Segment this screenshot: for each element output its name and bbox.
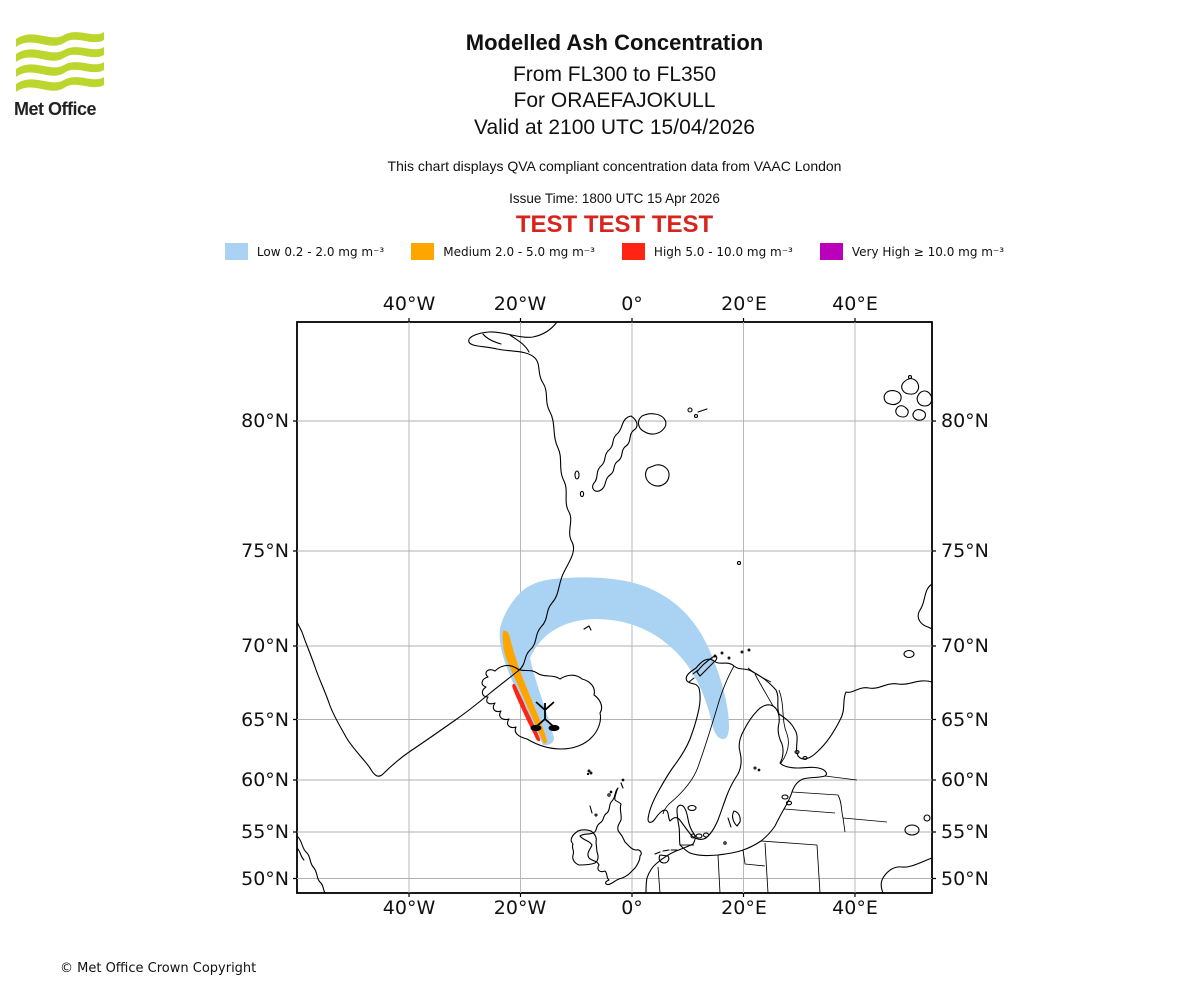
met-office-logo-waves: [16, 32, 104, 92]
lon-label-bot-40w: 40°W: [382, 897, 436, 919]
high-label: High 5.0 - 10.0 mg m⁻³: [653, 244, 793, 259]
lon-label-bot-20e: 20°E: [721, 897, 767, 919]
qva-note: This chart displays QVA compliant concen…: [387, 158, 842, 174]
coast-greenland-fjords: [482, 333, 530, 353]
test-banner: TEST TEST TEST: [515, 211, 714, 238]
coast-iceland: [481, 664, 603, 750]
lat-label-right-80n: 80°N: [941, 410, 989, 432]
lat-label-right-55n: 55°N: [941, 821, 989, 843]
ash-plume-medium: [502, 630, 547, 744]
lat-label-right-65n: 65°N: [941, 709, 989, 731]
country-borders: [657, 665, 888, 894]
legend-item-medium: Medium 2.0 - 5.0 mg m⁻³: [411, 243, 595, 260]
lon-label-bot-40e: 40°E: [832, 897, 878, 919]
legend-item-low: Low 0.2 - 2.0 mg m⁻³: [224, 243, 385, 260]
legend-item-high: High 5.0 - 10.0 mg m⁻³: [621, 243, 793, 260]
lat-label-right-70n: 70°N: [941, 635, 989, 657]
coast-labrador: [296, 835, 326, 894]
lon-label-bot-20w: 20°W: [493, 897, 547, 919]
high-swatch: [621, 243, 645, 260]
flight-level-subtitle: From FL300 to FL350: [512, 63, 717, 86]
lon-label-top-40w: 40°W: [382, 293, 436, 315]
lat-label-left-80n: 80°N: [241, 410, 289, 432]
copyright-notice: © Met Office Crown Copyright: [60, 961, 257, 976]
volcano-marker: [530, 701, 560, 732]
medium-label: Medium 2.0 - 5.0 mg m⁻³: [443, 244, 595, 259]
valid-time-subtitle: Valid at 2100 UTC 15/04/2026: [474, 116, 755, 139]
lat-label-left-50n: 50°N: [241, 868, 289, 890]
lat-label-right-50n: 50°N: [941, 868, 989, 890]
low-swatch: [224, 243, 248, 260]
low-label: Low 0.2 - 2.0 mg m⁻³: [256, 244, 385, 259]
coast-greenland: [296, 321, 575, 777]
coast-lofoten: [696, 655, 718, 677]
lon-label-top-20w: 20°W: [493, 293, 547, 315]
very-high-label: Very High ≥ 10.0 mg m⁻³: [851, 244, 1005, 259]
map-svg: [293, 318, 936, 897]
axis-ticks: [293, 318, 936, 897]
page-title: Modelled Ash Concentration: [465, 30, 764, 55]
medium-swatch: [411, 243, 435, 260]
map-canvas: [292, 317, 937, 898]
coast-svalbard: [592, 415, 638, 492]
lon-label-top-40e: 40°E: [832, 293, 878, 315]
lon-label-top-20e: 20°E: [721, 293, 767, 315]
legend-item-very-high: Very High ≥ 10.0 mg m⁻³: [819, 243, 1005, 260]
issue-time: Issue Time: 1800 UTC 15 Apr 2026: [509, 191, 720, 206]
lat-label-left-60n: 60°N: [241, 769, 289, 791]
coast-russia-se: [880, 857, 933, 894]
met-office-logo: Met Office: [14, 27, 114, 120]
coast-gotland: [732, 810, 741, 827]
volcano-subtitle: For ORAEFAJOKULL: [513, 89, 716, 112]
lat-label-left-75n: 75°N: [241, 540, 289, 562]
coast-novaya-zemlya: [917, 583, 933, 630]
coast-britain: [579, 787, 642, 886]
lon-label-bot-0: 0°: [621, 897, 643, 919]
lat-label-right-75n: 75°N: [941, 540, 989, 562]
coast-jan-mayen: [583, 625, 592, 631]
met-office-wordmark: Met Office: [14, 99, 97, 119]
concentration-legend: Low 0.2 - 2.0 mg m⁻³ Medium 2.0 - 5.0 mg…: [29, 243, 1200, 260]
coast-bear-island: [736, 560, 742, 566]
lat-label-left-55n: 55°N: [241, 821, 289, 843]
ash-plume-low: [499, 577, 729, 746]
lake-ladoga: [904, 824, 920, 836]
lake-vanern: [687, 804, 697, 812]
coast-franz-josef-land: [883, 374, 933, 421]
lat-label-right-60n: 60°N: [941, 769, 989, 791]
very-high-swatch: [819, 243, 843, 260]
lat-label-left-70n: 70°N: [241, 635, 289, 657]
coast-ireland: [570, 829, 599, 866]
lon-label-top-0: 0°: [621, 293, 643, 315]
lat-label-left-65n: 65°N: [241, 709, 289, 731]
